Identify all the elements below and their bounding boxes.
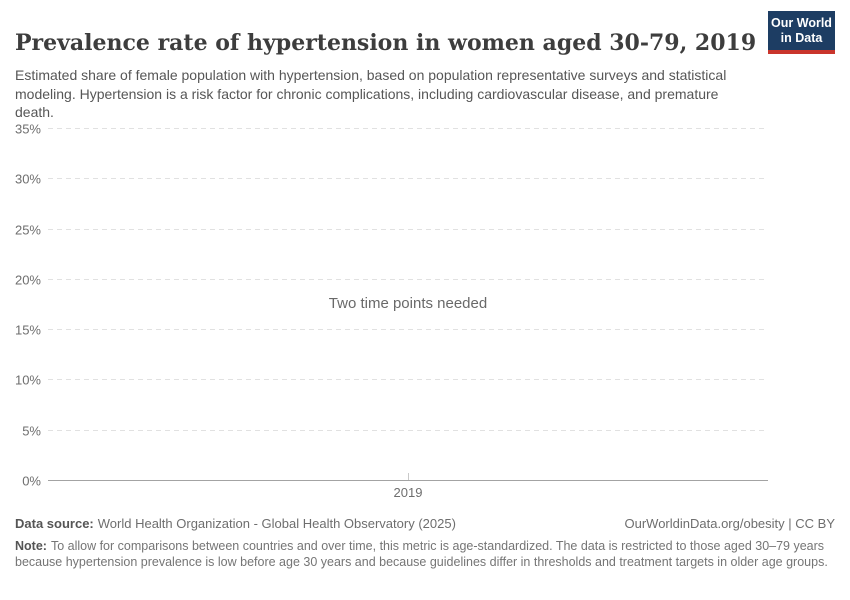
note-label: Note: bbox=[15, 539, 47, 553]
y-tick-label: 20% bbox=[14, 272, 41, 287]
page-subtitle: Estimated share of female population wit… bbox=[15, 67, 727, 120]
y-tick-label: 0% bbox=[22, 473, 41, 488]
footer-source-row: Data source: World Health Organization - … bbox=[15, 516, 835, 532]
empty-state-message: Two time points needed bbox=[328, 295, 488, 312]
y-tick-label: 5% bbox=[22, 423, 41, 438]
data-source-value: World Health Organization - Global Healt… bbox=[97, 516, 456, 531]
owid-logo-line2: in Data bbox=[780, 31, 823, 45]
y-tick-label: 35% bbox=[14, 121, 41, 136]
gridline-5: 5% bbox=[22, 423, 768, 438]
gridline-20: 20% bbox=[15, 272, 768, 287]
gridline-15: 15% bbox=[15, 322, 768, 337]
x-tick-label: 2019 bbox=[393, 485, 423, 500]
gridline-10: 10% bbox=[15, 372, 768, 387]
y-tick-label: 30% bbox=[14, 171, 41, 186]
gridline-30: 30% bbox=[15, 171, 768, 186]
x-tick-mark bbox=[408, 473, 409, 480]
attribution-link[interactable]: OurWorldinData.org/obesity | CC BY bbox=[624, 516, 836, 531]
footer-note: Note: To allow for comparisons between co… bbox=[15, 538, 835, 570]
owid-logo[interactable]: Our World in Data bbox=[768, 11, 835, 54]
y-tick-label: 10% bbox=[14, 372, 41, 387]
note-text: To allow for comparisons between countri… bbox=[15, 539, 828, 569]
gridline-25: 25% bbox=[15, 222, 768, 237]
gridline-35: 35% bbox=[15, 121, 768, 136]
owid-logo-line1: Our World bbox=[771, 16, 832, 30]
page-title: Prevalence rate of hypertension in women… bbox=[15, 29, 757, 56]
y-tick-label: 25% bbox=[14, 222, 41, 237]
data-source-line: Data source: World Health Organization - … bbox=[15, 516, 456, 532]
y-tick-label: 15% bbox=[14, 322, 41, 337]
x-axis-line: 0% bbox=[22, 473, 768, 488]
chart-plot-area: 35% 30% 25% 20% 15% 10% 5% 0% Two time p… bbox=[15, 121, 768, 500]
data-source-label: Data source: bbox=[15, 516, 94, 531]
